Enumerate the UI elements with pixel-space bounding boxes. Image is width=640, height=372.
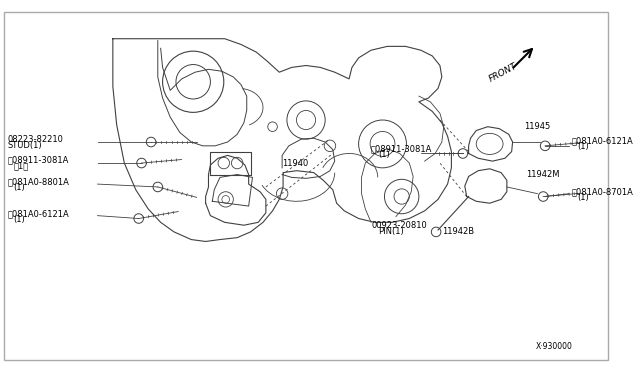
Text: 11940: 11940 xyxy=(282,158,308,167)
Text: PIN(1): PIN(1) xyxy=(378,227,403,236)
Text: Ⓑ081A0-8701A: Ⓑ081A0-8701A xyxy=(572,187,634,196)
Text: (1): (1) xyxy=(378,150,390,159)
Text: X·930000: X·930000 xyxy=(536,342,572,351)
Text: 11945: 11945 xyxy=(524,122,550,131)
Text: ⓝ08911-3081A: ⓝ08911-3081A xyxy=(371,144,433,153)
Text: FRONT: FRONT xyxy=(488,61,519,83)
Text: (1): (1) xyxy=(578,193,589,202)
Text: （1）: （1） xyxy=(13,161,29,170)
Text: 00923-20810: 00923-20810 xyxy=(371,221,427,230)
Text: STUD(1): STUD(1) xyxy=(8,141,42,150)
Text: (1): (1) xyxy=(578,142,589,151)
Text: 11942M: 11942M xyxy=(526,170,559,179)
Text: (1): (1) xyxy=(13,215,25,224)
Text: 11942B: 11942B xyxy=(442,227,474,236)
Text: Ⓑ081A0-8801A: Ⓑ081A0-8801A xyxy=(8,178,70,187)
Text: 08223-82210: 08223-82210 xyxy=(8,135,63,144)
Text: (1): (1) xyxy=(13,183,25,192)
Text: Ⓑ081A0-6121A: Ⓑ081A0-6121A xyxy=(8,209,69,218)
Text: ⓝ08911-3081A: ⓝ08911-3081A xyxy=(8,155,69,165)
Text: Ⓑ081A0-6121A: Ⓑ081A0-6121A xyxy=(572,137,634,145)
